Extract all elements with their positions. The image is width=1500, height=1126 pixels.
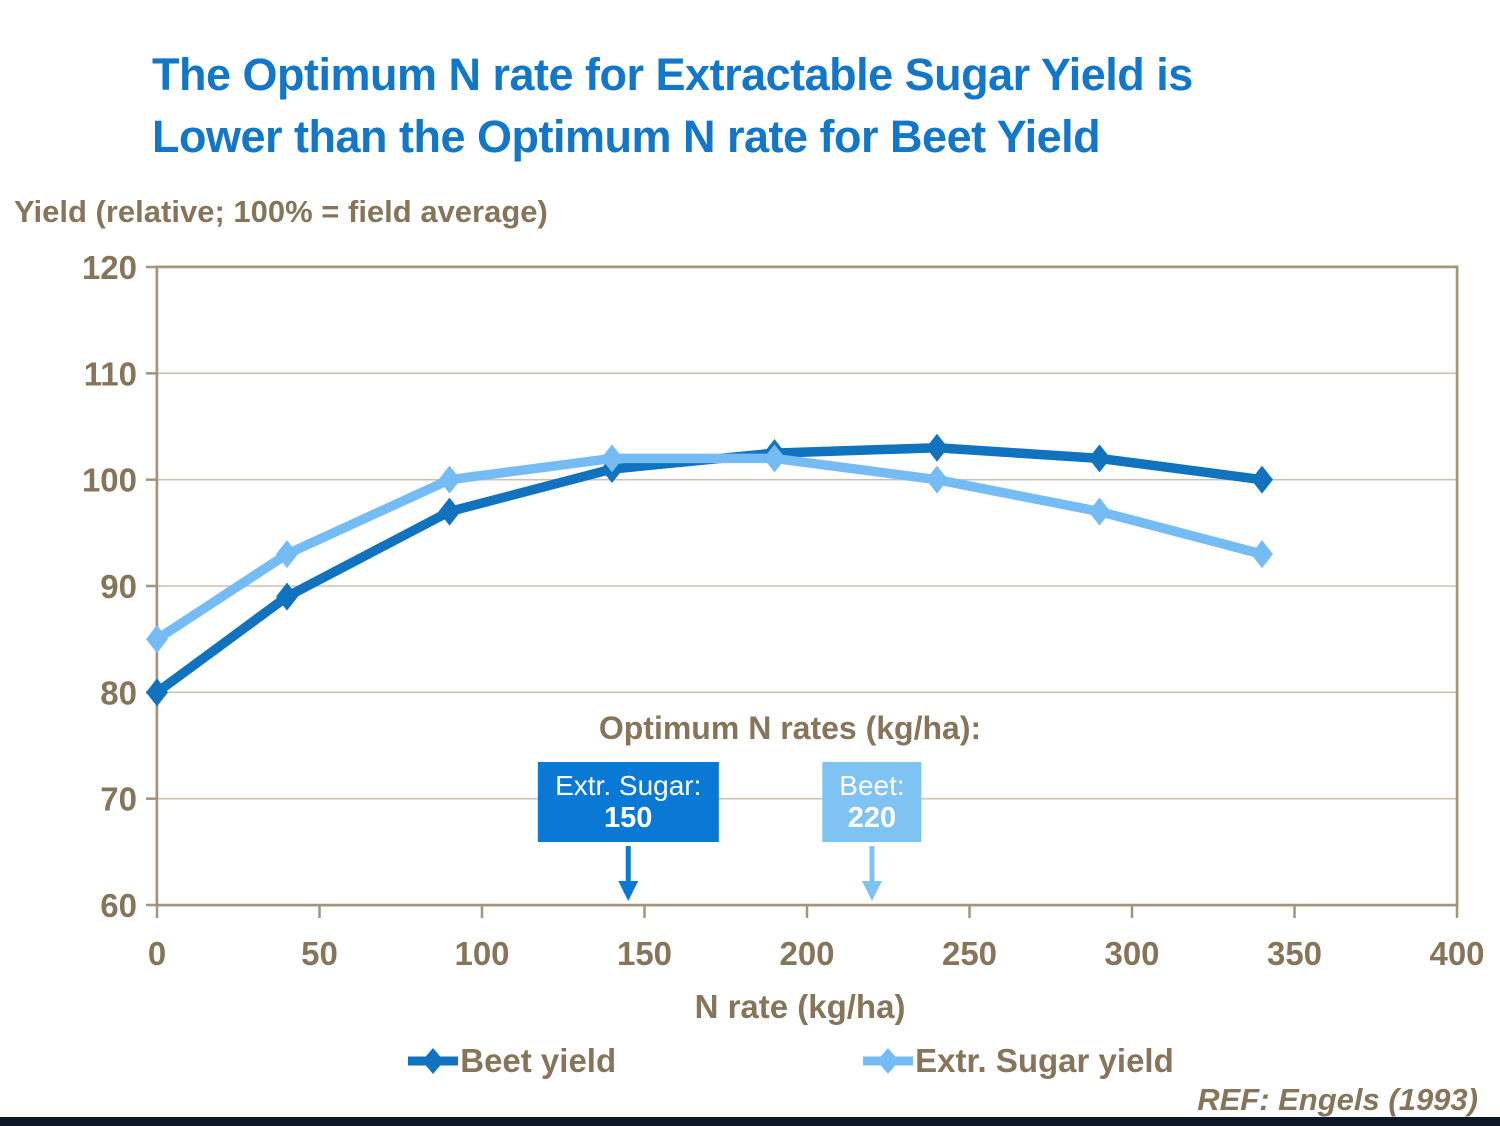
x-axis-tick-label: 0	[148, 935, 166, 972]
slide-title: The Optimum N rate for Extractable Sugar…	[152, 44, 1412, 168]
data-point-beet-yield	[146, 678, 168, 707]
data-point-beet-yield	[1088, 444, 1111, 473]
data-point-extr-sugar-yield	[601, 444, 623, 473]
annotation-arrow-head	[862, 881, 882, 901]
x-axis-tick-label: 50	[301, 935, 338, 972]
series-line-beet-yield	[152, 443, 1267, 698]
data-point-beet-yield	[276, 582, 298, 611]
y-axis-tick-label: 90	[100, 568, 137, 605]
data-point-extr-sugar-yield	[1088, 497, 1111, 526]
slide-title-line1: The Optimum N rate for Extractable Sugar…	[152, 49, 1193, 100]
y-axis-tick-label: 120	[82, 249, 137, 286]
x-axis-tick-label: 300	[1104, 935, 1159, 972]
chart-legend: Beet yield Extr. Sugar yield	[40, 1042, 1500, 1080]
legend-label-beet-yield: Beet yield	[460, 1042, 617, 1079]
y-axis-title: Yield (relative; 100% = field average)	[14, 194, 548, 229]
data-point-extr-sugar-yield	[1251, 540, 1273, 569]
x-axis-tick-label: 100	[454, 935, 509, 972]
annotation-box-beet-value: 220	[847, 802, 897, 834]
x-axis-title: N rate (kg/ha)	[694, 988, 906, 1025]
data-point-extr-sugar-yield	[438, 465, 461, 494]
y-axis-tick-label: 110	[84, 355, 137, 392]
slide-title-line2: Lower than the Optimum N rate for Beet Y…	[152, 111, 1101, 162]
x-axis-tick-label: 200	[779, 935, 834, 972]
data-point-extr-sugar-yield	[926, 465, 948, 494]
x-axis-tick-label: 150	[617, 935, 672, 972]
annotation-heading: Optimum N rates (kg/ha):	[598, 710, 982, 746]
data-point-beet-yield	[438, 497, 461, 526]
annotation-box-extr-sugar-label: Extr. Sugar:	[555, 770, 702, 801]
annotation-arrow-head	[618, 881, 639, 901]
y-axis-tick-label: 100	[82, 462, 137, 499]
footer-accent-bar	[0, 1117, 1500, 1126]
legend-item-beet-yield: Beet yield	[406, 1042, 616, 1080]
data-point-beet-yield	[1251, 465, 1273, 494]
series-line-extr-sugar-yield	[152, 453, 1267, 644]
x-axis-tick-label: 400	[1429, 935, 1484, 972]
y-axis-tick-label: 60	[100, 887, 137, 924]
annotation-box-extr-sugar-value: 150	[604, 802, 653, 834]
annotation-box-beet: Beet: 220	[822, 762, 922, 842]
data-point-extr-sugar-yield	[763, 444, 786, 473]
reference-text: REF: Engels (1993)	[1197, 1082, 1478, 1117]
beet-series-marker-icon	[408, 1048, 459, 1074]
y-axis-tick-label: 80	[100, 674, 137, 711]
annotation-box-extr-sugar: Extr. Sugar: 150	[538, 762, 719, 842]
annotation-box-beet-label: Beet:	[839, 770, 905, 801]
legend-item-extr-sugar-yield: Extr. Sugar yield	[861, 1042, 1174, 1080]
data-point-beet-yield	[926, 433, 948, 462]
sugar-series-marker-icon	[863, 1048, 914, 1074]
x-axis-tick-label: 350	[1267, 935, 1322, 972]
x-axis-tick-label: 250	[942, 935, 997, 972]
y-axis-tick-label: 70	[100, 781, 137, 818]
legend-label-extr-sugar-yield: Extr. Sugar yield	[915, 1042, 1174, 1079]
data-point-extr-sugar-yield	[146, 625, 168, 654]
data-point-extr-sugar-yield	[276, 540, 298, 569]
